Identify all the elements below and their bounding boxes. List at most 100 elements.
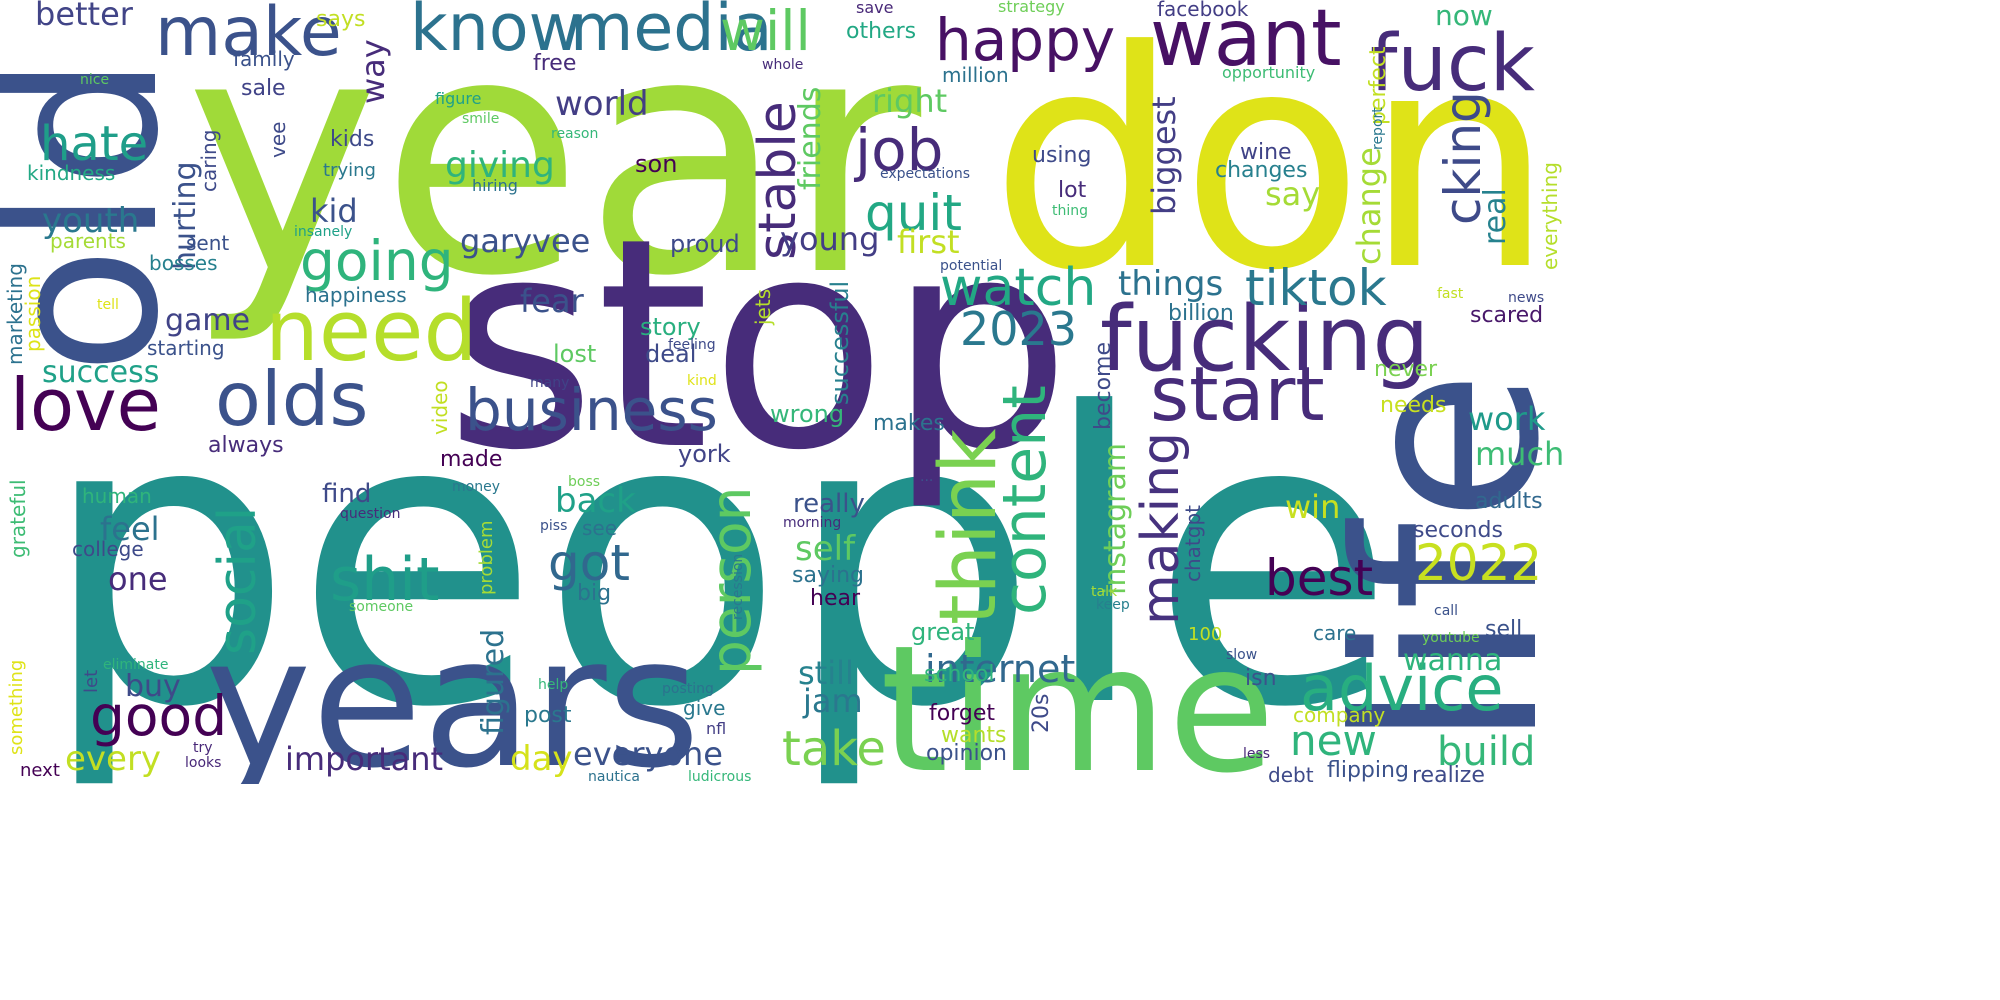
word-169: give	[683, 696, 725, 720]
word-192: less	[1243, 746, 1270, 762]
word-148: many	[530, 375, 569, 391]
word-25: good	[90, 684, 227, 748]
word-20: think	[924, 429, 1014, 625]
word-86: find	[322, 479, 371, 509]
word-187: chatgpt	[1181, 505, 1205, 582]
word-30: social	[208, 507, 268, 655]
word-185: talk	[1091, 584, 1118, 600]
word-190: debt	[1268, 763, 1314, 784]
word-136: always	[208, 433, 284, 458]
word-150: money	[452, 479, 500, 495]
word-199: ···	[920, 473, 933, 489]
word-85: son	[635, 150, 677, 178]
word-100: perfect	[1366, 46, 1391, 125]
word-139: wine	[1240, 140, 1292, 165]
word-186: keep	[1096, 597, 1130, 613]
word-191: flipping	[1327, 758, 1409, 783]
word-95: become	[1091, 342, 1116, 430]
word-174: recession	[730, 554, 746, 620]
word-152: question	[340, 506, 400, 522]
word-67: one	[108, 560, 168, 598]
word-52: giving	[445, 145, 555, 186]
word-104: report	[1370, 107, 1386, 150]
word-93: wrong	[770, 400, 844, 428]
word-116: free	[533, 51, 576, 76]
word-9: fuck	[1370, 19, 1535, 109]
word-27: quit	[865, 184, 962, 242]
word-7: time	[880, 609, 1275, 784]
word-159: grateful	[6, 479, 30, 558]
word-38: best	[1265, 549, 1373, 607]
word-140: changes	[1215, 158, 1307, 183]
word-189: care	[1313, 621, 1356, 645]
word-165: help	[538, 677, 568, 693]
word-21: start	[1150, 350, 1325, 438]
word-101: now	[1435, 0, 1493, 32]
word-99: needs	[1380, 393, 1446, 418]
word-158: college	[72, 537, 144, 561]
word-74: kid	[310, 192, 358, 230]
word-149: kind	[687, 373, 717, 389]
word-170: posting	[662, 681, 714, 697]
word-44: internet	[925, 647, 1075, 691]
word-102: facebook	[1157, 0, 1249, 21]
word-198: youtube	[1422, 630, 1480, 646]
word-92: successful	[826, 281, 854, 405]
word-197: call	[1434, 603, 1458, 619]
word-72: jam	[802, 682, 863, 720]
word-66: feel	[100, 510, 160, 548]
word-82: deal	[645, 340, 696, 368]
word-71: still	[798, 654, 854, 692]
word-175: morning	[783, 515, 841, 531]
word-34: cking	[1434, 91, 1492, 225]
word-156: problem	[476, 521, 497, 595]
word-11: know	[410, 0, 582, 66]
word-177: 100	[1188, 624, 1222, 645]
word-81: story	[640, 313, 701, 341]
word-65: win	[1285, 488, 1340, 526]
word-195: seconds	[1413, 518, 1503, 543]
word-196: adults	[1475, 489, 1543, 514]
word-77: success	[42, 355, 159, 390]
word-79: day	[510, 739, 573, 779]
word-135: tell	[97, 297, 119, 313]
word-43: everyone	[573, 735, 723, 773]
word-107: fast	[1437, 286, 1464, 302]
word-147: video	[428, 380, 452, 435]
word-179: forget	[929, 701, 995, 726]
word-18: love	[10, 363, 161, 447]
word-151: boss	[568, 474, 600, 490]
word-143: insanely	[294, 224, 352, 240]
word-127: kindness	[27, 161, 115, 185]
word-138: lot	[1058, 178, 1087, 203]
word-19: business	[465, 376, 718, 444]
word-33: tiktok	[1245, 259, 1387, 317]
word-58: things	[1118, 264, 1223, 304]
word-90: saying	[792, 563, 864, 588]
word-32: stable	[748, 101, 808, 260]
word-49: youth	[42, 201, 139, 241]
word-178: school	[924, 662, 995, 687]
word-87: made	[440, 447, 502, 472]
word-59: biggest	[1145, 96, 1183, 215]
word-180: wants	[941, 723, 1007, 748]
word-6: years	[205, 599, 700, 784]
word-36: hate	[40, 116, 148, 172]
word-166: try	[193, 740, 213, 756]
word-4: life	[1303, 369, 1568, 750]
word-15: happy	[935, 6, 1115, 74]
word-cloud: people year don stop life old years time want fuc…	[0, 0, 1568, 784]
word-103: opportunity	[1222, 63, 1315, 82]
word-88: york	[678, 440, 731, 468]
word-24: shit	[330, 545, 439, 615]
word-163: eliminate	[103, 657, 168, 673]
word-35: making	[1131, 432, 1191, 625]
word-60: change	[1350, 147, 1388, 265]
word-134: passion	[21, 276, 45, 352]
word-133: marketing	[3, 263, 27, 365]
word-96: billion	[1168, 301, 1234, 326]
word-23: advice	[1300, 652, 1504, 725]
word-144: potential	[940, 258, 1002, 274]
word-48: better	[35, 0, 134, 33]
word-132: starting	[147, 336, 225, 360]
